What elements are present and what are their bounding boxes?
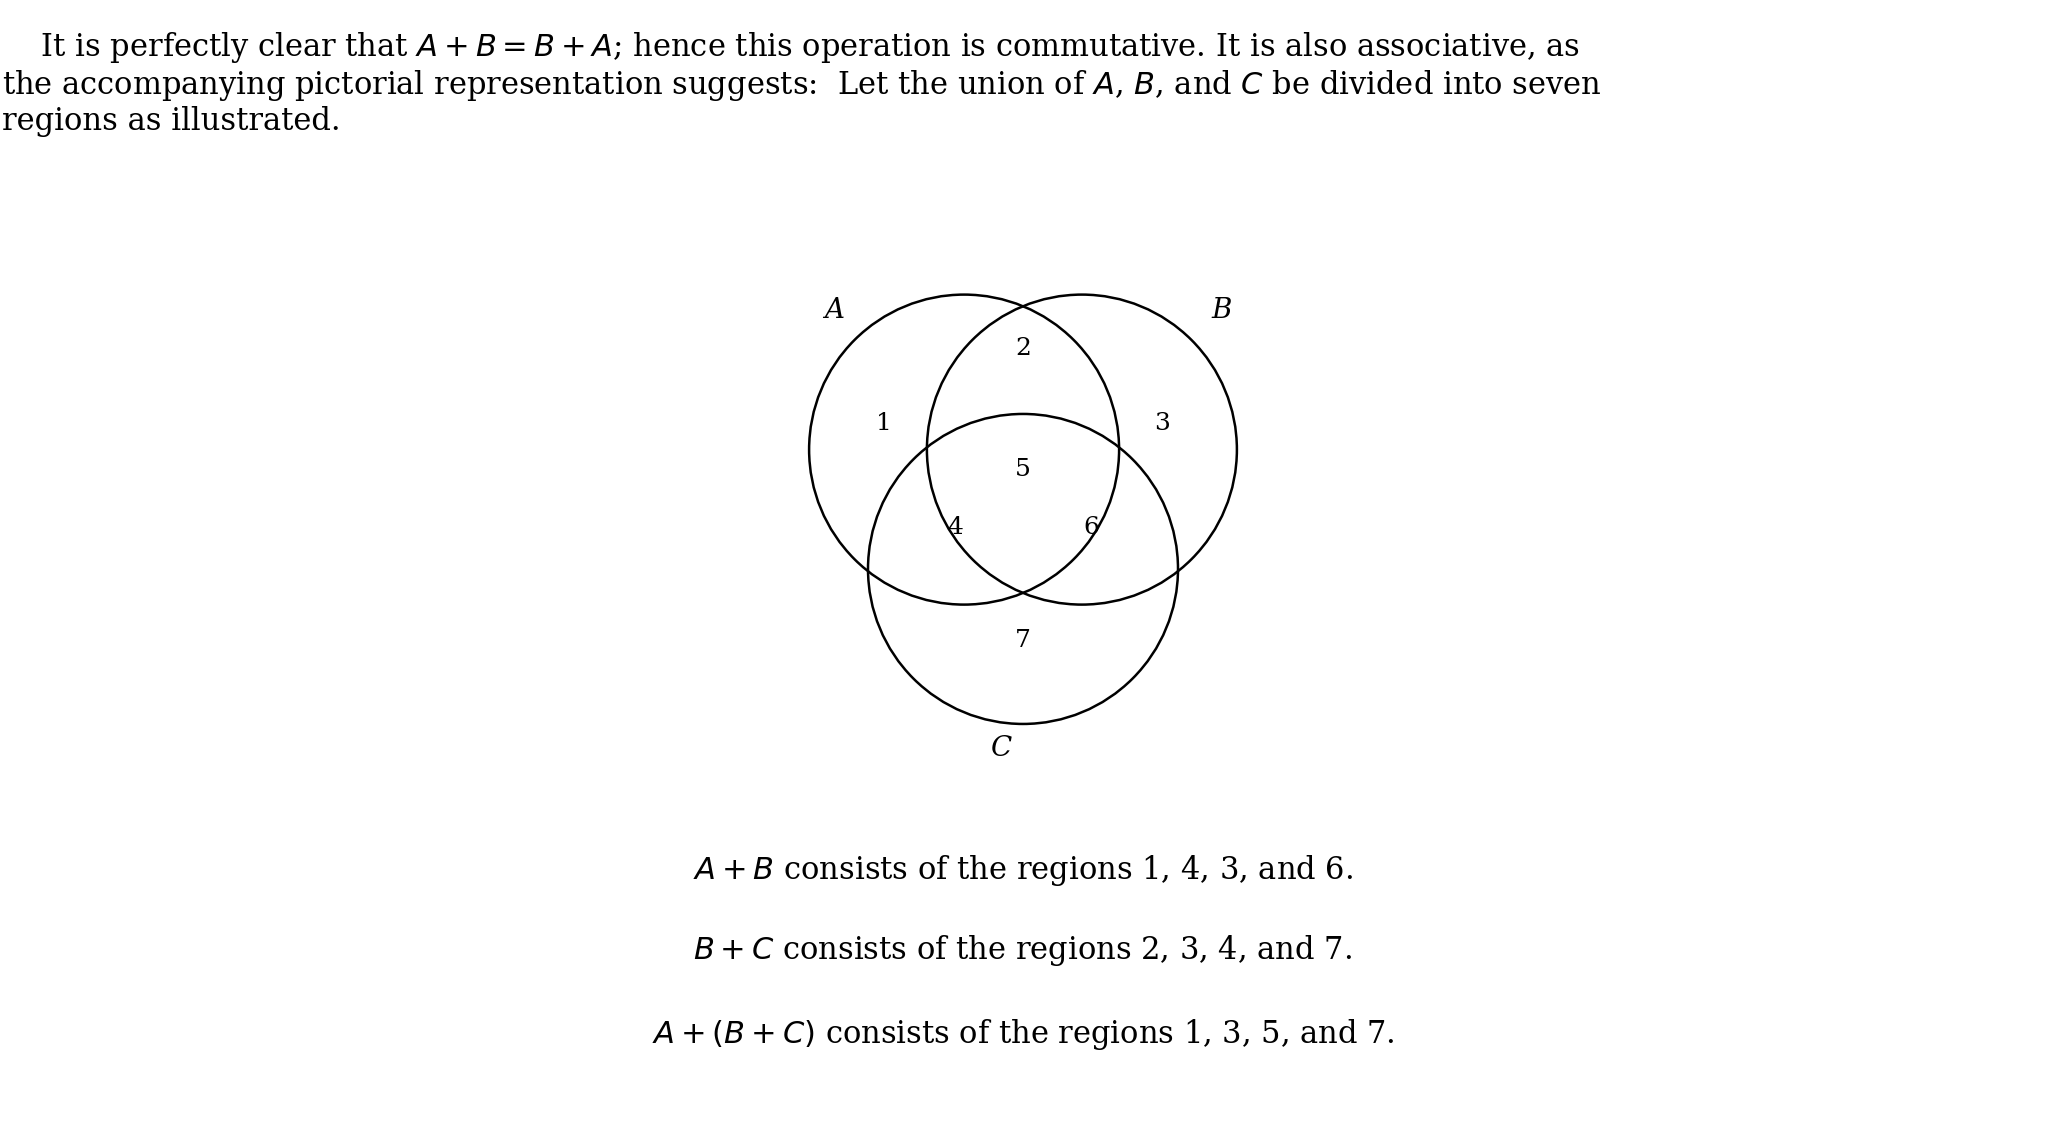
Text: 6: 6 xyxy=(1082,516,1099,538)
Text: 3: 3 xyxy=(1154,412,1170,435)
Text: 7: 7 xyxy=(1015,628,1031,652)
Text: It is perfectly clear that $A + B = B + A$; hence this operation is commutative.: It is perfectly clear that $A + B = B + … xyxy=(2,30,1580,65)
Text: 2: 2 xyxy=(1015,338,1031,360)
Text: B: B xyxy=(1211,296,1232,323)
Text: 4: 4 xyxy=(947,516,964,538)
Text: regions as illustrated.: regions as illustrated. xyxy=(2,106,340,137)
Text: 5: 5 xyxy=(1015,458,1031,481)
Text: A: A xyxy=(825,296,843,323)
Text: $A + B$ consists of the regions 1, 4, 3, and 6.: $A + B$ consists of the regions 1, 4, 3,… xyxy=(694,854,1352,888)
Text: $A + (B + C)$ consists of the regions 1, 3, 5, and 7.: $A + (B + C)$ consists of the regions 1,… xyxy=(651,1017,1395,1052)
Text: the accompanying pictorial representation suggests:  Let the union of $A$, $B$, : the accompanying pictorial representatio… xyxy=(2,68,1602,102)
Text: $B + C$ consists of the regions 2, 3, 4, and 7.: $B + C$ consists of the regions 2, 3, 4,… xyxy=(694,933,1352,968)
Text: C: C xyxy=(990,735,1013,762)
Text: 1: 1 xyxy=(876,412,892,435)
